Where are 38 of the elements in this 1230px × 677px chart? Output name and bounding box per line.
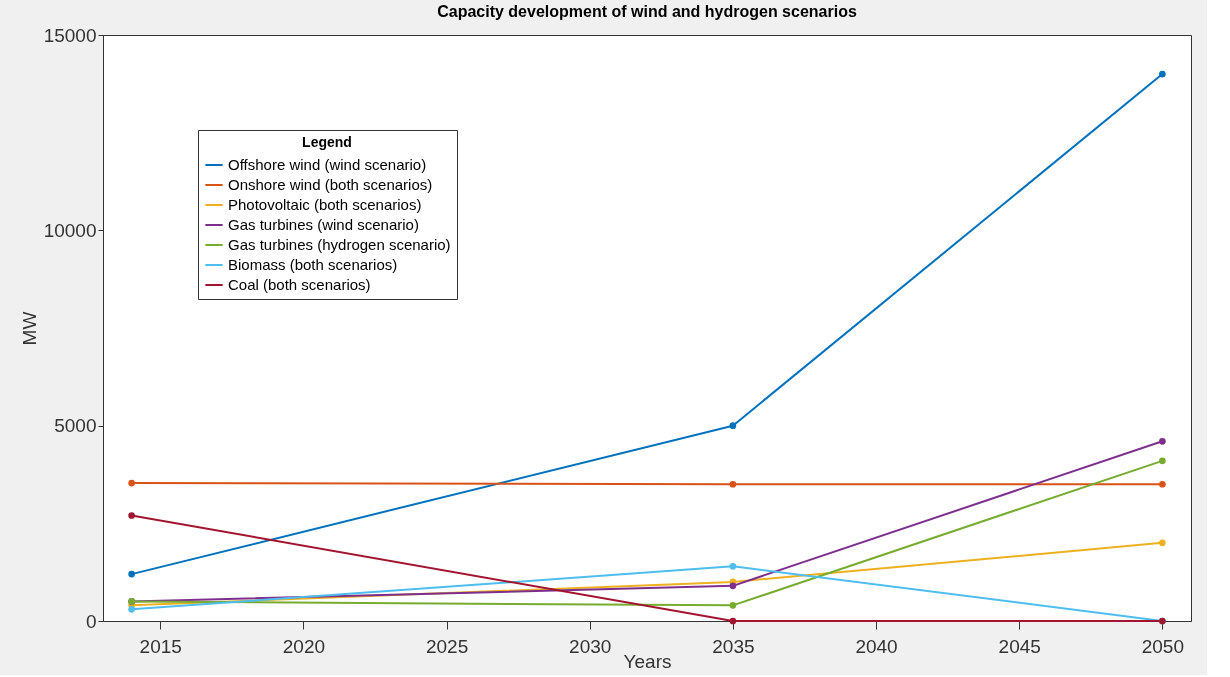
- point: [1159, 480, 1166, 488]
- legend-title: Legend: [302, 134, 352, 150]
- point: [729, 602, 737, 609]
- point: [729, 582, 737, 590]
- y-tick-label: 5000: [54, 415, 97, 437]
- point: [729, 480, 737, 488]
- chart-title: Capacity development of wind and hydrogen scenarios: [437, 3, 857, 20]
- legend-label: Offshore wind (wind scenario): [228, 156, 427, 173]
- point: [729, 422, 737, 430]
- point: [1159, 70, 1166, 78]
- x-axis-title: Years: [623, 650, 672, 672]
- point: [1159, 539, 1166, 547]
- legend-label: Gas turbines (wind scenario): [228, 216, 419, 233]
- point: [128, 512, 135, 519]
- x-tick-label: 2040: [855, 635, 898, 657]
- x-tick-label: 2030: [569, 635, 612, 657]
- point: [128, 479, 135, 487]
- y-axis-title: MW: [18, 311, 40, 346]
- point: [128, 605, 135, 613]
- y-tick-label: 15000: [43, 24, 97, 46]
- point: [729, 617, 737, 625]
- point: [1159, 437, 1166, 445]
- point: [1159, 457, 1166, 465]
- point: [729, 562, 737, 570]
- x-tick-label: 2015: [139, 635, 182, 657]
- legend-label: Coal (both scenarios): [228, 276, 371, 293]
- legend-label: Biomass (both scenarios): [228, 256, 398, 273]
- x-tick-label: 2050: [1141, 635, 1185, 657]
- x-tick-label: 2045: [998, 635, 1041, 657]
- x-tick-label: 2020: [282, 635, 326, 657]
- legend-label: Gas turbines (hydrogen scenario): [228, 236, 451, 253]
- y-tick-label: 0: [85, 610, 97, 632]
- legend-label: Photovoltaic (both scenarios): [228, 196, 422, 213]
- x-tick-label: 2025: [425, 635, 469, 657]
- point: [128, 570, 135, 578]
- x-tick-label: 2035: [712, 635, 755, 657]
- y-tick-label: 10000: [43, 219, 97, 241]
- legend-label: Onshore wind (both scenarios): [228, 176, 433, 193]
